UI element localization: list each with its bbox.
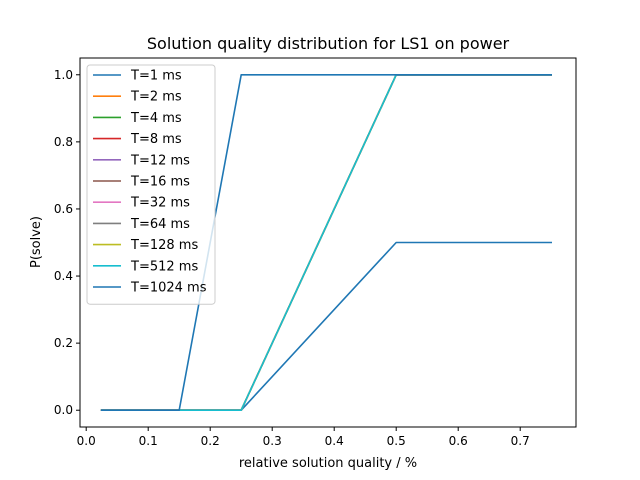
- x-tick-label: 0.3: [263, 434, 282, 448]
- legend-label: T=2 ms: [130, 90, 182, 105]
- x-tick-label: 0.4: [325, 434, 344, 448]
- y-tick-label: 0.4: [54, 269, 73, 283]
- legend-label: T=1 ms: [130, 69, 182, 84]
- series-layer: [100, 74, 553, 412]
- x-axis-label: relative solution quality / %: [239, 456, 417, 471]
- legend-label: T=32 ms: [130, 196, 190, 211]
- y-tick-label: 0.2: [54, 336, 73, 350]
- series-line-10: [100, 74, 553, 412]
- chart-title: Solution quality distribution for LS1 on…: [147, 34, 510, 53]
- y-tick-label: 0.6: [54, 202, 73, 216]
- x-tick-label: 0.0: [77, 434, 96, 448]
- legend-label: T=12 ms: [130, 153, 190, 168]
- legend: T=1 ms T=2 ms T=4 ms T=8 ms T=12 ms T=16 ms T=…: [86, 64, 216, 305]
- legend-label: T=64 ms: [130, 217, 190, 232]
- x-tick-label: 0.1: [139, 434, 158, 448]
- y-tick-label: 0.0: [54, 403, 73, 417]
- x-tick-label: 0.7: [511, 434, 530, 448]
- legend-label: T=512 ms: [130, 259, 198, 274]
- y-tick-label: 1.0: [54, 68, 73, 82]
- y-axis-label: P(solve): [29, 216, 44, 268]
- x-tick-label: 0.5: [387, 434, 406, 448]
- legend-label: T=1024 ms: [130, 281, 207, 296]
- legend-label: T=128 ms: [130, 238, 198, 253]
- legend-label: T=4 ms: [130, 111, 182, 126]
- legend-label: T=16 ms: [130, 175, 190, 190]
- legend-label: T=8 ms: [130, 132, 182, 147]
- axes: 0.0 0.1 0.2 0.3 0.4 0.5 0.6 0.7 0.0 0.2 0.4 0.6 0.8 1…: [54, 57, 577, 448]
- x-tick-label: 0.6: [449, 434, 468, 448]
- x-tick-label: 0.2: [201, 434, 220, 448]
- y-tick-label: 0.8: [54, 135, 73, 149]
- axes-frame: [79, 57, 577, 428]
